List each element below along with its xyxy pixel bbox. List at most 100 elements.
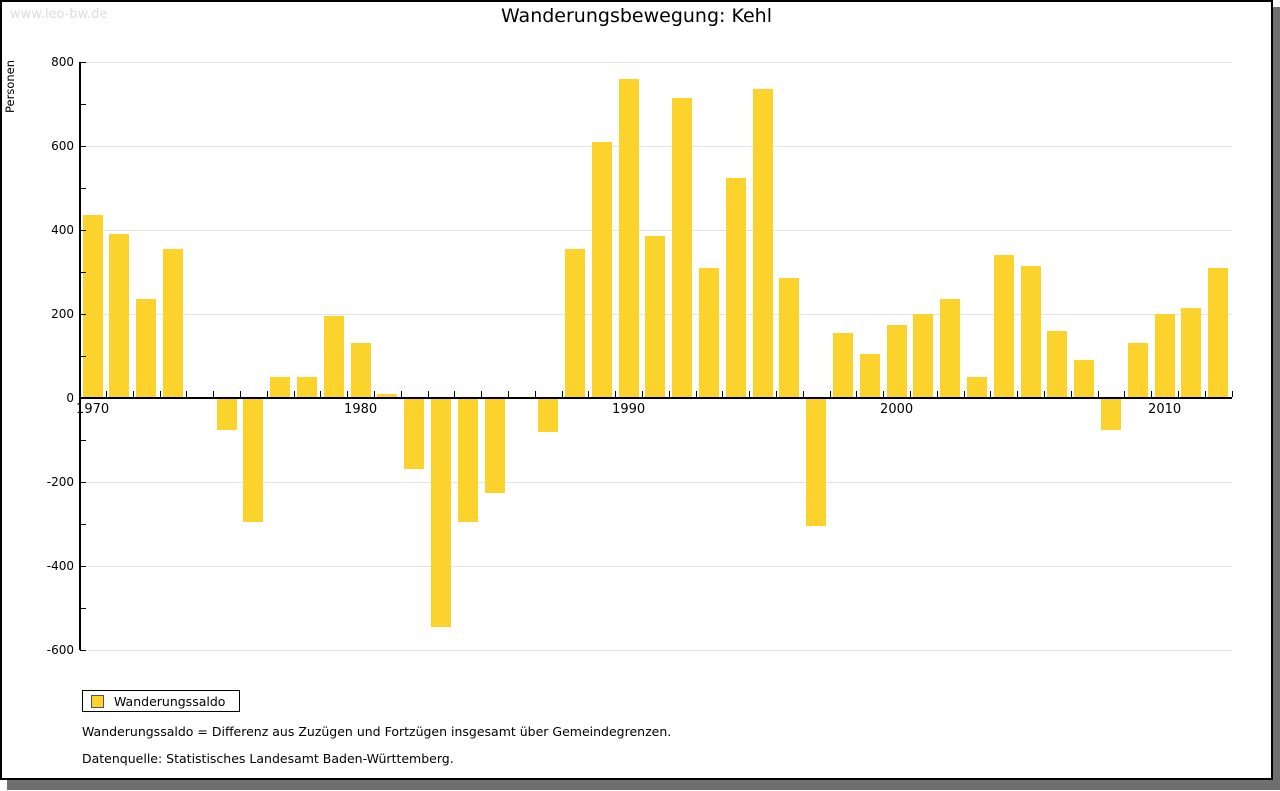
bar-2006 bbox=[1047, 330, 1068, 398]
bar-1984 bbox=[457, 398, 478, 522]
x-tick-22 bbox=[668, 391, 670, 397]
x-tick-30 bbox=[883, 391, 885, 397]
bar-1991 bbox=[645, 236, 666, 398]
x-tick-29 bbox=[856, 391, 858, 397]
x-tick-40 bbox=[1151, 391, 1153, 397]
x-tick-37 bbox=[1070, 391, 1072, 397]
footnote-definition: Wanderungssaldo = Differenz aus Zuzügen … bbox=[82, 724, 672, 739]
x-tick-17 bbox=[534, 391, 536, 397]
bar-1983 bbox=[431, 398, 451, 627]
x-tick-33 bbox=[963, 391, 965, 397]
bar-2007 bbox=[1074, 360, 1095, 398]
bar-1987 bbox=[538, 398, 559, 432]
x-tick-label-2000: 2000 bbox=[880, 402, 914, 417]
bar-2011 bbox=[1181, 307, 1202, 398]
bar-2008 bbox=[1101, 398, 1121, 430]
bar-2000 bbox=[886, 324, 907, 398]
x-tick-31 bbox=[910, 391, 911, 397]
gridline-800 bbox=[80, 62, 1232, 63]
bar-2002 bbox=[940, 299, 961, 398]
y-tick-100 bbox=[80, 356, 86, 357]
x-tick-39 bbox=[1124, 391, 1126, 397]
bar-2012 bbox=[1208, 267, 1229, 398]
y-tick-700 bbox=[80, 104, 86, 105]
bar-1989 bbox=[591, 141, 612, 398]
y-tick-200 bbox=[80, 314, 86, 315]
y-tick-600 bbox=[80, 146, 86, 147]
y-tick--600 bbox=[80, 650, 86, 651]
x-tick-23 bbox=[695, 391, 697, 397]
x-tick-label-1970: 1970 bbox=[76, 402, 110, 417]
gridline--400 bbox=[80, 566, 1232, 567]
bar-1995 bbox=[752, 89, 773, 398]
bar-1975 bbox=[216, 398, 237, 430]
bar-1999 bbox=[859, 353, 880, 398]
x-tick-28 bbox=[829, 391, 831, 397]
x-tick-15 bbox=[481, 391, 483, 397]
bar-1996 bbox=[779, 278, 800, 398]
x-tick-2 bbox=[132, 391, 134, 397]
x-tick-25 bbox=[749, 391, 751, 397]
x-tick-27 bbox=[802, 391, 804, 397]
x-tick-1 bbox=[106, 391, 107, 397]
y-tick--100 bbox=[80, 440, 86, 441]
x-tick-5 bbox=[213, 391, 215, 397]
x-tick-12 bbox=[400, 391, 402, 397]
x-tick-32 bbox=[936, 391, 938, 397]
x-tick-3 bbox=[159, 391, 161, 397]
legend-swatch-icon bbox=[91, 694, 104, 708]
gridline-400 bbox=[80, 230, 1232, 231]
x-tick-11 bbox=[374, 391, 375, 397]
bar-1982 bbox=[404, 398, 425, 470]
bar-1979 bbox=[323, 316, 344, 398]
bar-2010 bbox=[1154, 314, 1175, 398]
x-tick-label-1990: 1990 bbox=[612, 402, 646, 417]
gridline--600 bbox=[80, 650, 1232, 651]
x-tick-16 bbox=[508, 391, 509, 397]
x-tick-35 bbox=[1017, 391, 1019, 397]
y-tick--500 bbox=[80, 608, 86, 609]
x-tick-7 bbox=[266, 391, 268, 397]
y-tick-label--600: -600 bbox=[46, 643, 74, 657]
x-tick-18 bbox=[561, 391, 563, 397]
x-tick-14 bbox=[454, 391, 456, 397]
y-tick-label-200: 200 bbox=[51, 307, 74, 321]
bar-2004 bbox=[993, 255, 1014, 398]
legend-label: Wanderungssaldo bbox=[114, 693, 226, 709]
x-tick-9 bbox=[320, 391, 322, 397]
bar-1978 bbox=[297, 377, 317, 398]
footnote-source: Datenquelle: Statistisches Landesamt Bad… bbox=[82, 751, 454, 766]
y-tick-label--400: -400 bbox=[46, 559, 74, 573]
x-tick-19 bbox=[588, 391, 590, 397]
y-tick-label--200: -200 bbox=[46, 475, 74, 489]
gridline--200 bbox=[80, 482, 1232, 483]
bar-1985 bbox=[484, 398, 505, 493]
x-tick-26 bbox=[776, 391, 777, 397]
y-tick-500 bbox=[80, 188, 86, 189]
x-tick-43 bbox=[1231, 391, 1233, 397]
bar-1990 bbox=[618, 78, 639, 398]
bar-1977 bbox=[270, 377, 291, 398]
x-tick-6 bbox=[240, 391, 241, 397]
bar-1972 bbox=[136, 299, 157, 398]
legend-box: Wanderungssaldo bbox=[82, 690, 241, 712]
x-tick-38 bbox=[1097, 391, 1099, 397]
x-tick-10 bbox=[347, 391, 349, 397]
bar-1988 bbox=[565, 248, 585, 398]
bar-1970 bbox=[82, 215, 103, 398]
x-axis-line bbox=[80, 397, 1232, 399]
x-tick-8 bbox=[293, 391, 295, 397]
y-tick-label-400: 400 bbox=[51, 223, 74, 237]
x-tick-42 bbox=[1204, 391, 1206, 397]
bar-1998 bbox=[833, 332, 853, 398]
bar-1973 bbox=[163, 248, 183, 398]
bar-2003 bbox=[967, 377, 987, 398]
y-tick-300 bbox=[80, 272, 86, 273]
x-tick-24 bbox=[722, 391, 724, 397]
x-tick-label-2010: 2010 bbox=[1148, 402, 1182, 417]
y-tick-label-0: 0 bbox=[66, 391, 74, 405]
x-tick-label-1980: 1980 bbox=[344, 402, 378, 417]
y-tick-800 bbox=[80, 62, 86, 63]
y-tick-400 bbox=[80, 230, 86, 231]
